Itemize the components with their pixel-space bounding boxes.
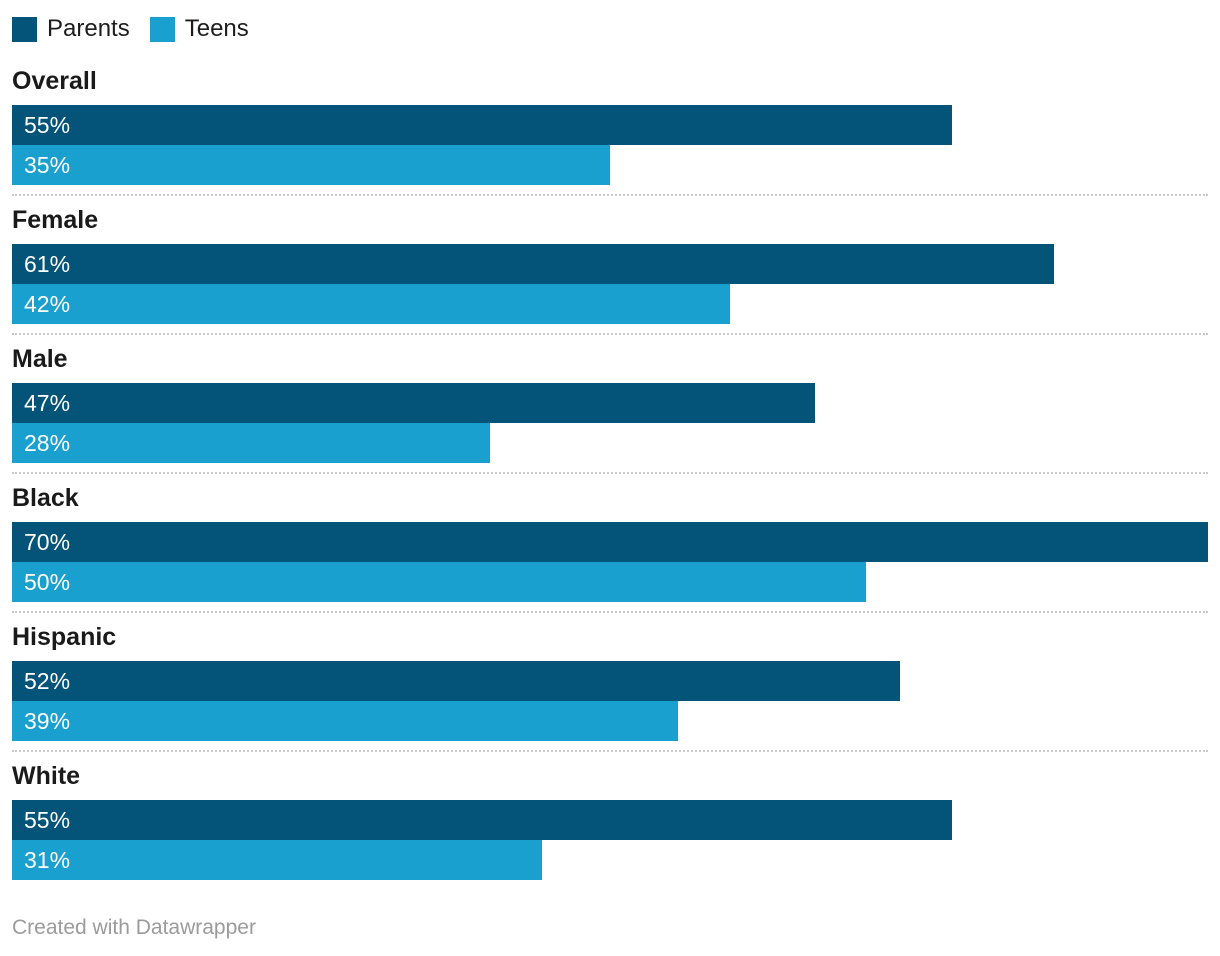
bar-parents-white: 55% — [12, 800, 952, 840]
bar-value-label: 42% — [24, 291, 71, 317]
bar-teens-male: 28% — [12, 423, 491, 463]
group-row: Hispanic 52% 39% — [12, 625, 1208, 752]
legend-swatch-teens — [149, 16, 175, 42]
group-row: White 55% 31% — [12, 764, 1208, 880]
bar-value-label: 28% — [24, 430, 71, 456]
bar-value-label: 47% — [24, 390, 71, 416]
category-label: Hispanic — [12, 623, 117, 651]
group-row: Male 47% 28% — [12, 347, 1208, 474]
bar-pair: 70% 50% — [12, 522, 1208, 602]
bar-parents-female: 61% — [12, 244, 1055, 284]
legend-label-parents: Parents — [47, 15, 130, 42]
bar-parents-black: 70% — [12, 522, 1208, 562]
bar-value-label: 55% — [24, 112, 71, 138]
legend-item-teens: Teens — [149, 15, 249, 42]
bar-value-label: 31% — [24, 847, 71, 873]
bar-teens-black: 50% — [12, 562, 867, 602]
legend-label-teens: Teens — [184, 15, 249, 42]
bar-pair: 61% 42% — [12, 244, 1208, 324]
bar-teens-hispanic: 39% — [12, 701, 679, 741]
bar-parents-overall: 55% — [12, 105, 952, 145]
bar-value-label: 55% — [24, 807, 71, 833]
legend: Parents Teens — [12, 16, 1208, 42]
bar-teens-white: 31% — [12, 840, 542, 880]
footer: Created with Datawrapper — [12, 914, 1208, 941]
group-row: Female 61% 42% — [12, 208, 1208, 335]
bar-value-label: 61% — [24, 251, 71, 277]
bar-parents-male: 47% — [12, 383, 816, 423]
category-label: Overall — [12, 67, 97, 95]
group-row: Overall 55% 35% — [12, 69, 1208, 196]
bar-teens-overall: 35% — [12, 145, 610, 185]
bar-value-label: 70% — [24, 529, 71, 555]
group-row: Black 70% 50% — [12, 486, 1208, 613]
category-label: White — [12, 762, 81, 790]
bar-parents-hispanic: 52% — [12, 661, 901, 701]
bar-pair: 47% 28% — [12, 383, 1208, 463]
bar-value-label: 35% — [24, 152, 71, 178]
bar-value-label: 50% — [24, 569, 71, 595]
bar-teens-female: 42% — [12, 284, 730, 324]
category-label: Female — [12, 206, 99, 234]
bar-value-label: 39% — [24, 708, 71, 734]
legend-swatch-parents — [12, 16, 37, 42]
category-label: Male — [12, 345, 68, 373]
bar-pair: 55% 35% — [12, 105, 1208, 185]
legend-item-parents: Parents — [12, 16, 130, 42]
chart-groups: Overall 55% 35% Female 61% 42% Male 47% — [12, 69, 1208, 880]
bar-pair: 55% 31% — [12, 800, 1208, 880]
datawrapper-credit-link[interactable]: Created with Datawrapper — [12, 916, 256, 939]
category-label: Black — [12, 484, 79, 512]
bar-value-label: 52% — [24, 668, 71, 694]
bar-pair: 52% 39% — [12, 661, 1208, 741]
